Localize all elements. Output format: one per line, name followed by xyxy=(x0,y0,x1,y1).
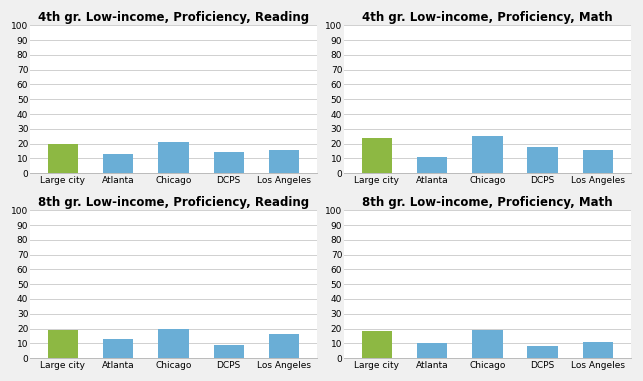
Bar xyxy=(583,149,613,173)
Title: 8th gr. Low-income, Proficiency, Math: 8th gr. Low-income, Proficiency, Math xyxy=(362,196,613,209)
Bar xyxy=(269,335,299,358)
Bar xyxy=(103,154,133,173)
Bar xyxy=(527,346,557,358)
Bar xyxy=(472,330,503,358)
Bar xyxy=(213,345,244,358)
Bar xyxy=(213,152,244,173)
Bar xyxy=(361,138,392,173)
Bar xyxy=(417,157,448,173)
Bar xyxy=(583,342,613,358)
Bar xyxy=(103,339,133,358)
Bar xyxy=(158,142,188,173)
Bar xyxy=(269,149,299,173)
Bar xyxy=(361,331,392,358)
Bar xyxy=(472,136,503,173)
Bar xyxy=(158,328,188,358)
Bar xyxy=(48,330,78,358)
Title: 4th gr. Low-income, Proficiency, Reading: 4th gr. Low-income, Proficiency, Reading xyxy=(38,11,309,24)
Bar xyxy=(417,343,448,358)
Bar xyxy=(48,144,78,173)
Title: 4th gr. Low-income, Proficiency, Math: 4th gr. Low-income, Proficiency, Math xyxy=(362,11,613,24)
Title: 8th gr. Low-income, Proficiency, Reading: 8th gr. Low-income, Proficiency, Reading xyxy=(38,196,309,209)
Bar xyxy=(527,147,557,173)
